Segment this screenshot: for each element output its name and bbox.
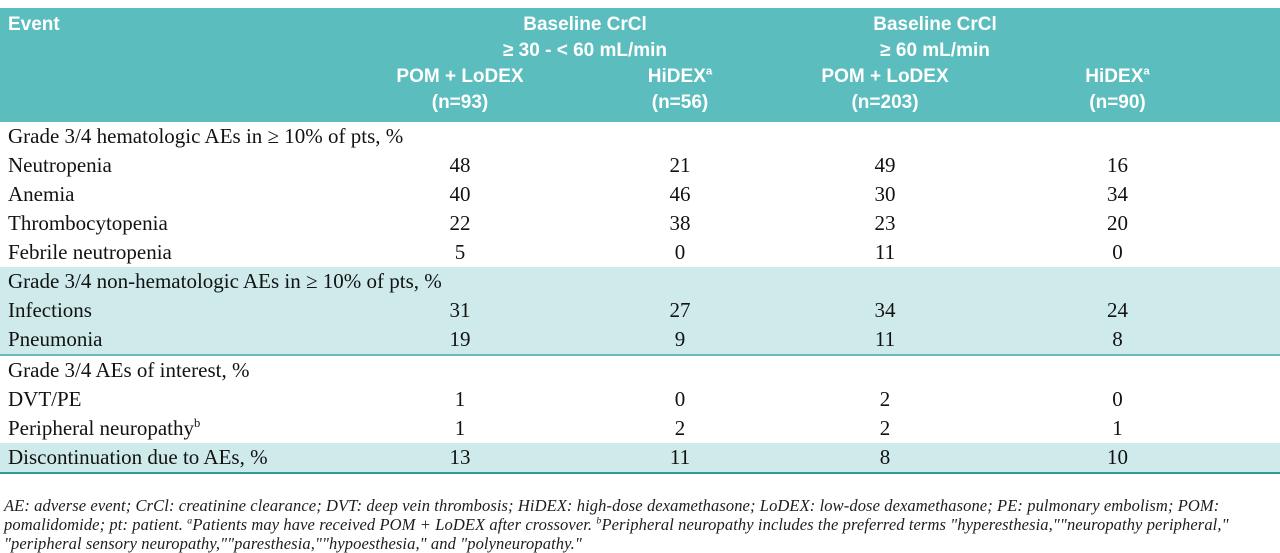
cell-value: 38: [669, 211, 691, 235]
cell-value: 5: [454, 240, 466, 264]
table-row: Peripheral neuropathyb 1 2 2 1: [0, 414, 1280, 443]
cell-value: 0: [674, 387, 686, 411]
cell-spacer: [1225, 209, 1280, 238]
cell-value: 1: [454, 387, 466, 411]
cell-spacer: [1225, 325, 1280, 356]
cell-spacer: [1225, 414, 1280, 443]
group1-line1: Baseline CrCl: [523, 14, 647, 35]
table-row: Thrombocytopenia 22 38 23 20: [0, 209, 1280, 238]
column-header-hidex-n56: HiDEXa (n=56): [600, 64, 761, 122]
cell-value: 16: [1107, 153, 1129, 177]
cell-value: 24: [1010, 296, 1226, 325]
row-label: Thrombocytopenia: [8, 211, 168, 235]
table-body: Grade 3/4 hematologic AEs in ≥ 10% of pt…: [0, 122, 1280, 474]
cell-value: 0: [1112, 387, 1123, 411]
column-header-pom-lodex-n93: POM + LoDEX (n=93): [320, 64, 600, 122]
cell-value: 0: [1112, 240, 1123, 264]
section-header-row: Grade 3/4 AEs of interest, %: [0, 355, 1280, 385]
cell-value: 34: [1107, 182, 1129, 206]
cell-spacer: [1225, 296, 1280, 325]
table-row: Discontinuation due to AEs, % 13 11 8 10: [0, 443, 1280, 474]
cell-value: 8: [1010, 325, 1226, 356]
cell-spacer: [1225, 180, 1280, 209]
cell-value: 40: [449, 182, 471, 206]
table-row: Infections 31 27 34 24: [0, 296, 1280, 325]
cell-value: 13: [320, 443, 600, 474]
group-header-crcl-30-60: Baseline CrCl ≥ 30 - < 60 mL/min: [320, 8, 761, 64]
cell-value: 2: [879, 387, 891, 411]
cell-value: 11: [760, 325, 1011, 356]
cell-value: 46: [669, 182, 691, 206]
cell-value: 8: [760, 443, 1011, 474]
cell-value: 22: [449, 211, 471, 235]
row-label: DVT/PE: [8, 387, 82, 411]
section-header-label: Grade 3/4 AEs of interest, %: [8, 358, 250, 382]
cell-value: 19: [320, 325, 600, 356]
group2-line2: ≥ 60 mL/min: [880, 40, 990, 61]
cell-value: 49: [874, 153, 896, 177]
cell-value: 34: [760, 296, 1011, 325]
group2-line1: Baseline CrCl: [873, 14, 997, 35]
section-header-row: Grade 3/4 hematologic AEs in ≥ 10% of pt…: [0, 122, 1280, 151]
cell-value: 21: [669, 153, 691, 177]
column-header-event: Event: [0, 8, 320, 122]
column-header-pom-lodex-n203: POM + LoDEX (n=203): [760, 64, 1011, 122]
cell-value: 30: [874, 182, 896, 206]
table-row: Pneumonia 19 9 11 8: [0, 325, 1280, 356]
row-label: Neutropenia: [8, 153, 112, 177]
table-row: DVT/PE 1 0 2 0: [0, 385, 1280, 414]
group1-line2: ≥ 30 - < 60 mL/min: [502, 40, 668, 61]
cell-spacer: [1225, 443, 1280, 474]
cell-value: 1: [454, 416, 466, 440]
cell-value: 48: [449, 153, 471, 177]
row-label: Febrile neutropenia: [8, 240, 172, 264]
group-header-crcl-60: Baseline CrCl ≥ 60 mL/min: [760, 8, 1280, 64]
adverse-events-table: Event Baseline CrCl ≥ 30 - < 60 mL/min B…: [0, 8, 1280, 474]
cell-value: 23: [874, 211, 896, 235]
cell-value: 27: [600, 296, 761, 325]
row-label: Discontinuation due to AEs, %: [0, 443, 320, 474]
row-label: Infections: [0, 296, 320, 325]
cell-value: 10: [1010, 443, 1226, 474]
section-header-label: Grade 3/4 hematologic AEs in ≥ 10% of pt…: [8, 124, 404, 148]
cell-value: 2: [879, 416, 891, 440]
cell-value: 9: [600, 325, 761, 356]
section-header-row: Grade 3/4 non-hematologic AEs in ≥ 10% o…: [0, 267, 1280, 296]
cell-value: 31: [320, 296, 600, 325]
cell-value: 11: [874, 240, 896, 264]
section-header-label: Grade 3/4 non-hematologic AEs in ≥ 10% o…: [0, 267, 1280, 296]
cell-spacer: [1225, 151, 1280, 180]
cell-value: 2: [674, 416, 686, 440]
footnote: AE: adverse event; CrCl: creatinine clea…: [4, 495, 1229, 553]
cell-value: 20: [1107, 211, 1129, 235]
row-label: Peripheral neuropathyb: [8, 416, 201, 440]
cell-value: 0: [674, 240, 686, 264]
table-row: Neutropenia 48 21 49 16: [0, 151, 1280, 180]
cell-value: 1: [1112, 416, 1123, 440]
row-label: Pneumonia: [0, 325, 320, 356]
cell-value: 11: [600, 443, 761, 474]
table-row: Febrile neutropenia 5 0 11 0: [0, 238, 1280, 267]
row-label: Anemia: [8, 182, 75, 206]
cell-spacer: [1225, 238, 1280, 267]
table-header: Event Baseline CrCl ≥ 30 - < 60 mL/min B…: [0, 8, 1280, 122]
column-header-spacer: [1225, 64, 1280, 122]
cell-spacer: [1225, 385, 1280, 414]
column-header-hidex-n90: HiDEXa (n=90): [1010, 64, 1226, 122]
table-row: Anemia 40 46 30 34: [0, 180, 1280, 209]
